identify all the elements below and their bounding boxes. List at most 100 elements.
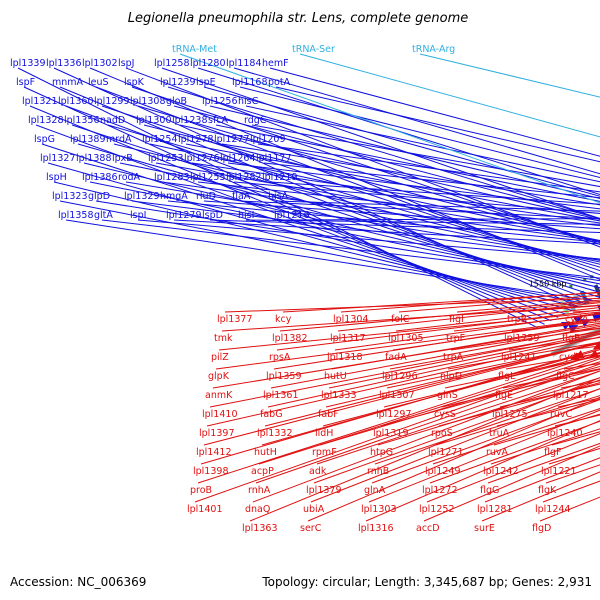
genome-summary-text: Topology: circular; Length: 3,345,687 bp… — [261, 575, 592, 589]
forward-gene-label: lpl1219 — [262, 172, 298, 183]
reverse-gene-label: pilZ — [211, 352, 229, 363]
reverse-gene-label: lpl1303 — [361, 504, 397, 515]
leader-line — [264, 341, 600, 427]
reverse-gene-label: cydB — [559, 352, 582, 363]
reverse-gene-label: flgD — [532, 523, 551, 534]
reverse-gene-label: cydA — [565, 314, 589, 325]
forward-gene-label: lpl1177 — [256, 153, 292, 164]
reverse-gene-label: rpoS — [431, 428, 453, 439]
leader-line — [65, 219, 593, 302]
reverse-gene-label: lpl1281 — [477, 504, 513, 515]
reverse-gene-label: lpl1259 — [504, 333, 540, 344]
forward-gene-label: lpl1254 — [142, 134, 178, 145]
reverse-gene-label: lpl1240 — [547, 428, 583, 439]
leader-line — [59, 200, 586, 305]
reverse-gene-label: lpl1307 — [379, 390, 415, 401]
reverse-gene-label: folC — [391, 314, 410, 325]
label-leader-lines — [17, 53, 600, 522]
reverse-gene-label: tmk — [214, 333, 233, 344]
leader-line — [239, 200, 600, 220]
reverse-gene-label: rnhA — [248, 485, 271, 496]
leader-line — [173, 219, 600, 245]
forward-gene-label: lpl1264 — [220, 153, 256, 164]
reverse-gene-label: trpA — [443, 352, 464, 363]
forward-gene-label: hisI — [238, 210, 254, 221]
reverse-gene-label: serC — [300, 523, 322, 534]
leader-line — [319, 361, 600, 446]
rna-gene-label: tRNA-Met — [172, 44, 217, 55]
leader-line — [438, 382, 600, 427]
leader-line — [197, 352, 600, 484]
reverse-gene-label: lpl1363 — [242, 523, 278, 534]
leader-line — [368, 409, 600, 503]
forward-gene-label: lpl1184 — [226, 58, 262, 69]
leader-line — [149, 143, 600, 242]
forward-gene-label: lpl1299 — [94, 96, 130, 107]
reverse-gene-label: rpmF — [312, 447, 337, 458]
reverse-gene-label: truA — [489, 428, 510, 439]
forward-gene-label: nadD — [100, 115, 125, 126]
forward-gene-label: lpl1323 — [52, 191, 88, 202]
forward-gene-label: flaA — [232, 191, 251, 202]
forward-gene-arrow — [573, 315, 584, 325]
leader-line — [209, 219, 600, 233]
reverse-gene-label: lpl1401 — [187, 504, 223, 515]
reverse-gene-label: lidH — [315, 428, 333, 439]
reverse-gene-label: flgK — [538, 485, 557, 496]
forward-gene-label: lpxB — [112, 153, 133, 164]
reverse-gene-label: trpB — [507, 314, 527, 325]
leader-line — [101, 219, 600, 279]
leader-line — [191, 162, 600, 224]
leader-line — [200, 347, 600, 465]
leader-line — [269, 67, 600, 157]
leader-line — [77, 143, 600, 293]
reverse-gene-label: lpl1297 — [376, 409, 412, 420]
leader-line — [53, 67, 580, 308]
leader-line — [245, 219, 600, 225]
reverse-gene-label: glnS — [437, 390, 458, 401]
forward-gene-label: gloB — [166, 96, 187, 107]
leader-line — [325, 342, 600, 408]
leader-line — [233, 67, 600, 175]
forward-gene-label: lpl1256 — [202, 96, 238, 107]
leader-line — [251, 124, 600, 188]
track-dot — [569, 285, 573, 289]
reverse-gene-label: flgB — [562, 333, 581, 344]
reverse-gene-label: nlpD — [440, 371, 462, 382]
forward-gene-label: lpl1360 — [58, 96, 94, 107]
leader-line — [419, 53, 600, 98]
leader-line — [386, 342, 600, 389]
reverse-gene-label: anmK — [205, 390, 233, 401]
reverse-gene-label: hutU — [324, 371, 347, 382]
reverse-gene-label: lpl1333 — [321, 390, 357, 401]
leader-line — [493, 413, 600, 446]
leader-line — [173, 105, 600, 220]
forward-gene-label: lpl1255 — [190, 172, 226, 183]
forward-gene-label: lpl1327 — [40, 153, 76, 164]
reverse-gene-label: accD — [416, 523, 440, 534]
forward-gene-label: lpl1386 — [82, 172, 118, 183]
reverse-gene-label: flgC — [556, 371, 575, 382]
reverse-gene-label: acpP — [251, 466, 274, 477]
forward-gene-label: lpl1239 — [160, 77, 196, 88]
forward-gene-label: lpl1216 — [274, 210, 310, 221]
kbp-ticks: 1300 kbp1350 kbp1400 kbp1450 kbp1500 kbp… — [529, 280, 567, 289]
forward-gene-label: lpl1258 — [154, 58, 190, 69]
leader-line — [221, 304, 600, 332]
leader-line — [389, 331, 600, 370]
leader-line — [380, 366, 600, 427]
forward-gene-label: lpl1388 — [76, 153, 112, 164]
forward-gene-label: lpl1282 — [226, 172, 262, 183]
forward-gene-label: rdgC — [244, 115, 267, 126]
leader-line — [224, 297, 600, 313]
forward-gene-label: gltA — [94, 210, 113, 221]
leader-line — [316, 370, 600, 465]
leader-line — [194, 358, 600, 503]
map-title: Legionella pneumophila str. Lens, comple… — [128, 11, 469, 26]
leader-line — [71, 124, 600, 298]
reverse-gene-label: lpl1221 — [541, 466, 577, 477]
forward-gene-label: mrdA — [106, 134, 132, 145]
reverse-gene-label: flgF — [544, 447, 561, 458]
forward-gene-label: lpl1336 — [46, 58, 82, 69]
leader-line — [269, 181, 600, 205]
